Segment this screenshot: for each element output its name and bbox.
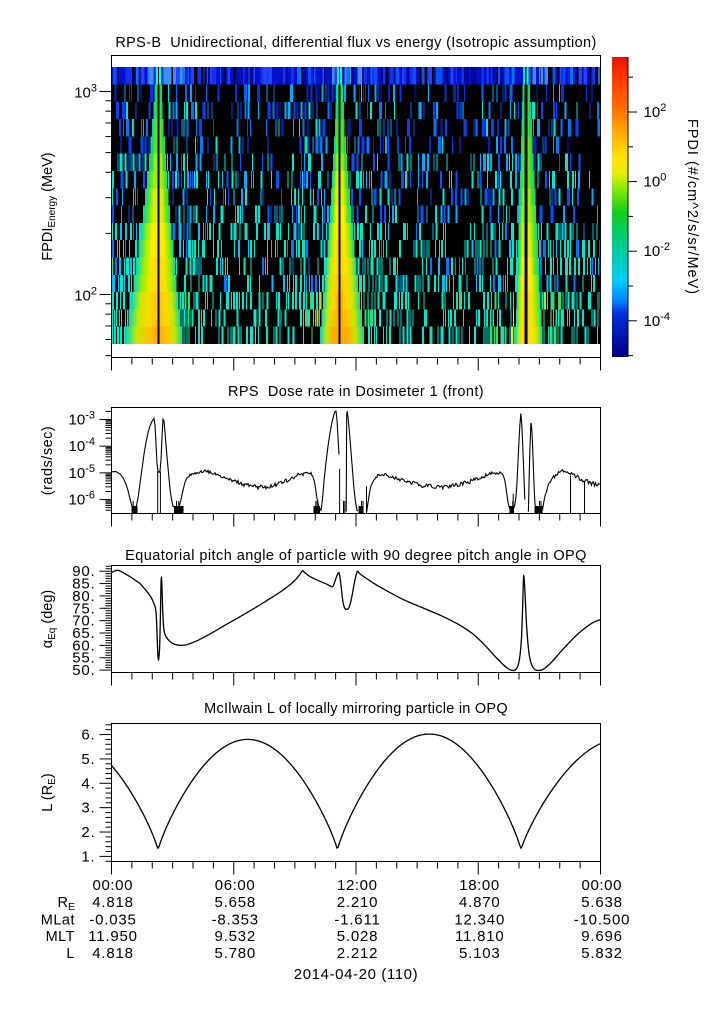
svg-text:50.: 50. bbox=[72, 662, 95, 679]
svg-text:3.: 3. bbox=[81, 800, 95, 817]
svg-text:(rads/sec): (rads/sec) bbox=[40, 426, 56, 495]
svg-text:L (RE): L (RE) bbox=[40, 773, 58, 811]
svg-text:5.780: 5.780 bbox=[214, 945, 256, 962]
svg-text:MLT: MLT bbox=[46, 929, 75, 945]
svg-text:4.: 4. bbox=[81, 775, 95, 792]
svg-text:4.818: 4.818 bbox=[92, 894, 134, 911]
svg-text:12.340: 12.340 bbox=[454, 911, 505, 928]
svg-text:-0.035: -0.035 bbox=[89, 911, 136, 928]
svg-text:12:00: 12:00 bbox=[337, 877, 378, 894]
svg-text:00:00: 00:00 bbox=[93, 877, 134, 894]
svg-text:00:00: 00:00 bbox=[582, 877, 623, 894]
svg-text:L: L bbox=[66, 946, 75, 962]
svg-text:85.: 85. bbox=[72, 576, 95, 593]
svg-text:-1.611: -1.611 bbox=[334, 911, 380, 928]
svg-text:75.: 75. bbox=[72, 600, 95, 617]
svg-text:FPDI (#/cm^2/s/sr/MeV): FPDI (#/cm^2/s/sr/MeV) bbox=[684, 119, 700, 295]
svg-text:RPS-B Unidirectional, differe: RPS-B Unidirectional, differential flux … bbox=[115, 35, 596, 51]
svg-text:60.: 60. bbox=[72, 637, 95, 654]
svg-text:90.: 90. bbox=[72, 563, 95, 580]
svg-text:5.658: 5.658 bbox=[214, 894, 256, 911]
svg-text:-8.353: -8.353 bbox=[212, 911, 259, 928]
svg-text:55.: 55. bbox=[72, 650, 95, 667]
svg-text:70.: 70. bbox=[72, 613, 95, 630]
svg-text:11.950: 11.950 bbox=[88, 928, 138, 945]
svg-text:2.: 2. bbox=[81, 824, 95, 841]
svg-text:MLat: MLat bbox=[41, 912, 75, 928]
svg-text:9.696: 9.696 bbox=[581, 928, 623, 945]
svg-text:06:00: 06:00 bbox=[215, 877, 256, 894]
svg-text:2.212: 2.212 bbox=[337, 945, 379, 962]
svg-text:5.103: 5.103 bbox=[459, 945, 501, 962]
svg-text:18:00: 18:00 bbox=[459, 877, 500, 894]
svg-text:80.: 80. bbox=[72, 588, 95, 605]
svg-text:4.818: 4.818 bbox=[92, 945, 134, 962]
svg-text:Equatorial pitch angle of part: Equatorial pitch angle of particle with … bbox=[125, 548, 587, 564]
svg-text:1.: 1. bbox=[81, 848, 95, 865]
svg-text:5.832: 5.832 bbox=[581, 945, 623, 962]
svg-text:5.028: 5.028 bbox=[337, 928, 379, 945]
svg-text:9.532: 9.532 bbox=[214, 928, 256, 945]
svg-text:RPS Dose rate in Dosimeter 1: RPS Dose rate in Dosimeter 1 (front) bbox=[228, 384, 484, 400]
svg-text:65.: 65. bbox=[72, 625, 95, 642]
svg-text:2.210: 2.210 bbox=[337, 894, 379, 911]
svg-text:5.638: 5.638 bbox=[581, 894, 623, 911]
svg-text:-10.500: -10.500 bbox=[574, 911, 630, 928]
svg-text:4.870: 4.870 bbox=[459, 894, 501, 911]
svg-text:McIlwain L of locally mirrorin: McIlwain L of locally mirroring particle… bbox=[204, 701, 508, 717]
svg-text:2014-04-20 (110): 2014-04-20 (110) bbox=[294, 966, 418, 983]
svg-text:FPDIEnergy (MeV): FPDIEnergy (MeV) bbox=[40, 152, 58, 260]
svg-text:6.: 6. bbox=[81, 727, 95, 744]
svg-text:5.: 5. bbox=[81, 751, 95, 768]
svg-text:11.810: 11.810 bbox=[455, 928, 505, 945]
